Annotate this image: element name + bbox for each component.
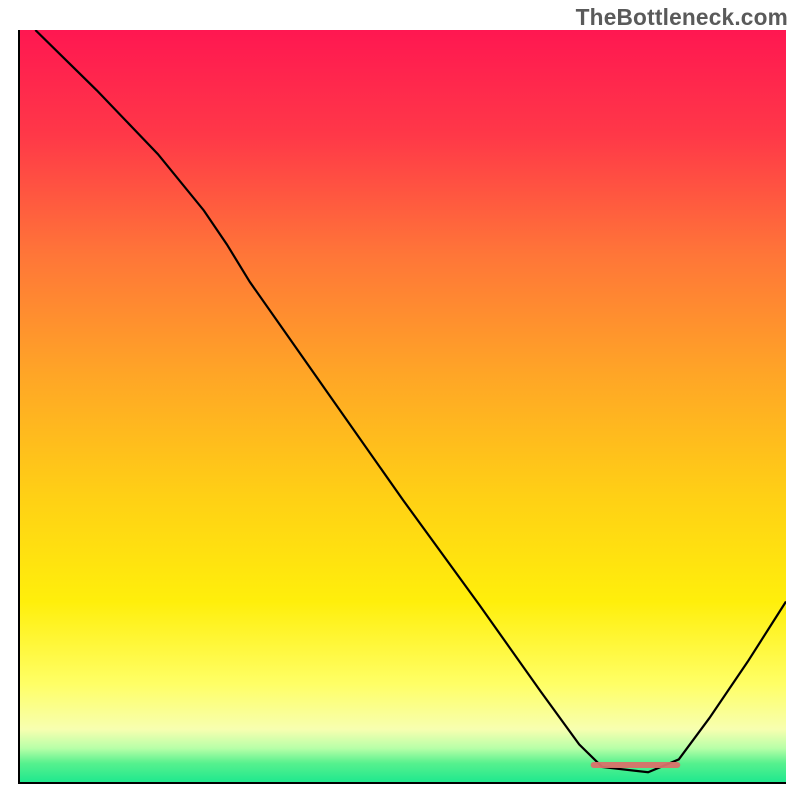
watermark: TheBottleneck.com [576, 4, 788, 31]
chart-container [18, 30, 786, 784]
optimal-range-marker [591, 762, 681, 768]
bottleneck-curve [20, 30, 786, 782]
plot-area [20, 30, 786, 782]
